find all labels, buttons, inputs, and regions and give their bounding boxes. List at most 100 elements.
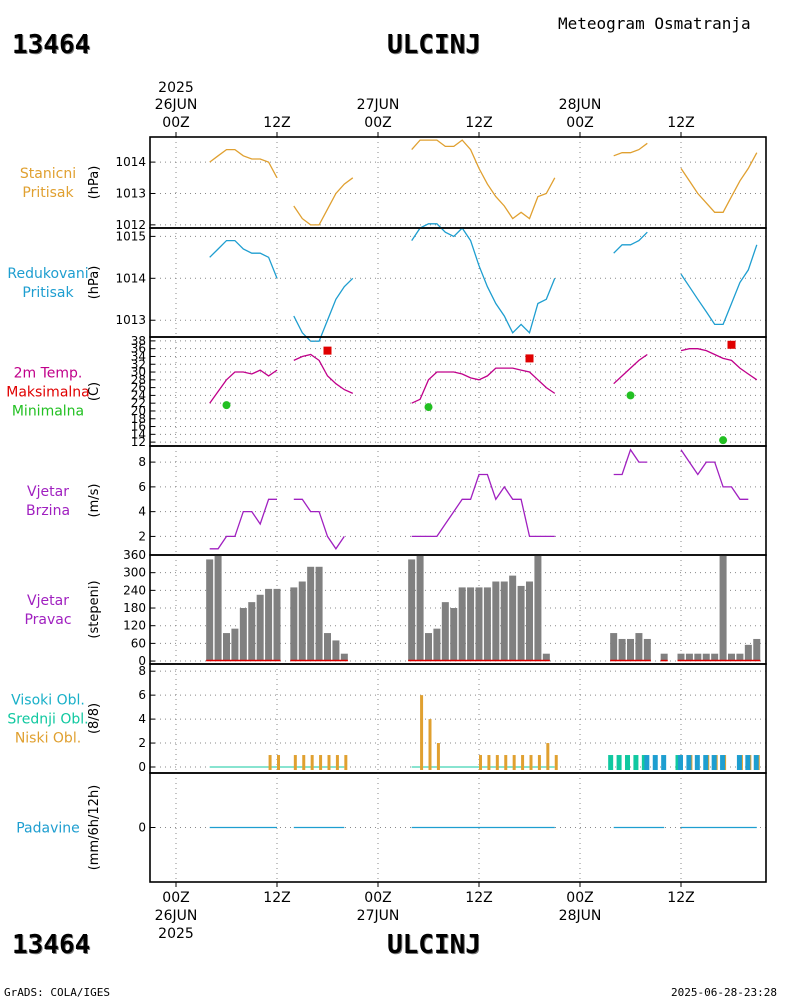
y-tick-label: 18 (131, 412, 146, 426)
y-tick-label: 6 (138, 688, 146, 702)
cloud-bar (428, 719, 432, 771)
y-tick-label: 0 (138, 821, 146, 835)
hour-label-top: 12Z (263, 115, 290, 131)
panel-label-line: Vjetar (27, 593, 69, 609)
y-tick-label: 60 (131, 636, 146, 650)
year-label-bottom: 2025 (158, 926, 194, 942)
cloud-bar (512, 755, 516, 771)
bar (273, 588, 281, 662)
bar (425, 633, 433, 662)
y-tick-label: 8 (138, 664, 146, 678)
y-axis-label: (8/8) (87, 703, 102, 734)
date-label-bottom: 27JUN (357, 908, 400, 924)
cloud-bar (436, 743, 440, 771)
bar (239, 608, 247, 662)
point-minimalna (424, 403, 433, 412)
series-line (613, 142, 648, 157)
bar (534, 555, 542, 662)
y-tick-label: 1013 (115, 313, 146, 327)
hour-label-top: 00Z (566, 115, 593, 131)
cloud-bar (479, 755, 483, 771)
series-line (613, 231, 648, 254)
series-line (680, 244, 758, 326)
bar (214, 555, 222, 662)
hour-label-bottom: 12Z (263, 890, 290, 906)
y-tick-label: 22 (131, 396, 146, 410)
cloud-bar (495, 755, 499, 771)
bar (677, 653, 685, 662)
bar (458, 587, 466, 662)
cloud-bar (720, 755, 726, 771)
panel-frame (149, 136, 767, 229)
bar (753, 638, 761, 662)
series-line (209, 369, 278, 404)
panel-oblacnost: 0 2 4 6 8 (8/8)Visoki Obl. Srednji Obl. Niski O… (7, 663, 767, 774)
point-minimalna (626, 391, 635, 400)
cloud-bar (529, 755, 533, 771)
cloud-bar (504, 755, 508, 771)
footer-credit: GrADS: COLA/IGES (4, 986, 110, 999)
panel-stanicni: 1012 1013 1014 (hPa) Stanicni Pritisak (20, 136, 767, 232)
y-axis-label: (hPa) (87, 166, 102, 200)
hour-label-top: 12Z (465, 115, 492, 131)
y-tick-label: 8 (138, 455, 146, 469)
bar (223, 633, 231, 662)
cloud-bar (703, 755, 709, 771)
bar (517, 585, 525, 662)
bar (298, 581, 306, 662)
bar (500, 581, 508, 662)
bar (685, 653, 693, 662)
y-tick-label: 1014 (115, 155, 146, 169)
hour-label-top: 00Z (162, 115, 189, 131)
y-tick-label: 1012 (115, 218, 146, 232)
bar (483, 587, 491, 662)
panel-label-line: 2m Temp. (14, 366, 83, 382)
cloud-bar (327, 755, 331, 771)
bar (315, 566, 323, 662)
point-minimalna (222, 401, 231, 410)
y-tick-label: 24 (131, 388, 146, 402)
y-axis-label: (hPa) (87, 266, 102, 300)
series-line (293, 277, 354, 342)
bar (467, 587, 475, 662)
y-tick-label: 6 (138, 480, 146, 494)
y-tick-label: 180 (123, 601, 146, 615)
cloud-bar (335, 755, 339, 771)
cloud-bar (344, 755, 348, 771)
series-line (293, 353, 354, 394)
cloud-bar (652, 755, 658, 771)
panel-label-line: Minimalna (12, 404, 84, 420)
panel-frame (149, 445, 767, 556)
y-tick-label: 240 (123, 583, 146, 597)
panel-frame (149, 772, 767, 883)
panel-frame (149, 227, 767, 338)
cloud-bar (268, 755, 272, 771)
bar (702, 653, 710, 662)
bar (290, 587, 298, 662)
cloud-bar (302, 755, 306, 771)
bar (231, 628, 239, 662)
bar (340, 653, 348, 662)
bar (441, 602, 449, 662)
date-label-bottom: 28JUN (559, 908, 602, 924)
series-line (209, 239, 278, 279)
date-label-top: 27JUN (357, 97, 400, 113)
cloud-bar (608, 755, 614, 771)
y-tick-label: 16 (131, 420, 146, 434)
cloud-bar (277, 755, 281, 771)
hour-label-bottom: 00Z (364, 890, 391, 906)
y-tick-label: 0 (138, 760, 146, 774)
series-line (293, 177, 354, 226)
y-tick-label: 4 (138, 505, 146, 519)
series-line (680, 152, 758, 213)
panel-redukovani: 1013 1014 1015 (hPa)Redukovani Pritisak (7, 223, 767, 342)
hour-label-bottom: 12Z (667, 890, 694, 906)
year-label-top: 2025 (158, 80, 194, 96)
point-maksimalna (525, 354, 534, 363)
y-tick-label: 2 (138, 529, 146, 543)
bar (332, 640, 340, 662)
cloud-bar (745, 755, 751, 771)
y-tick-label: 1013 (115, 186, 146, 200)
